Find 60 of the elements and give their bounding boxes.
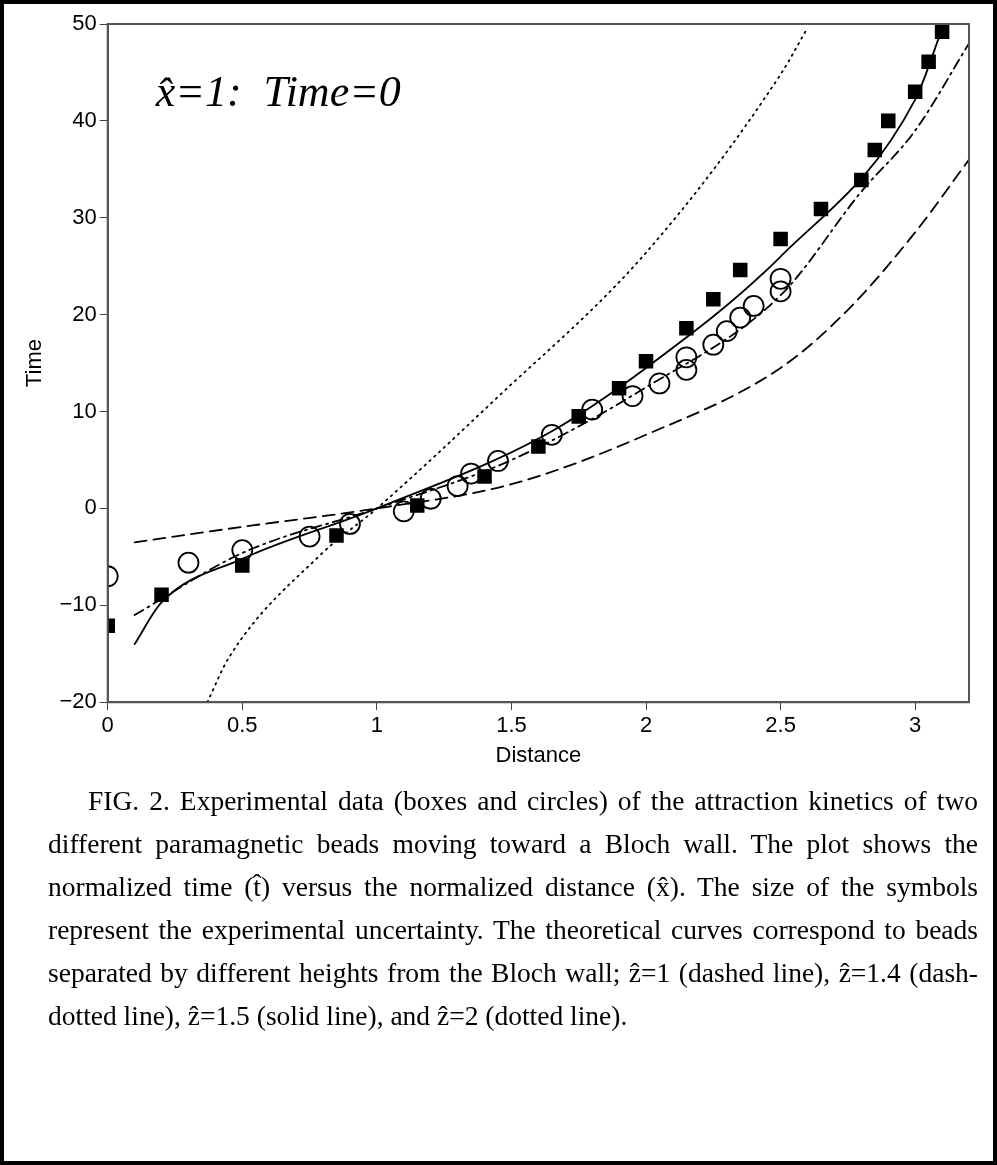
point [540,423,563,446]
point [715,320,738,343]
point [706,291,721,307]
point [675,358,698,381]
point [409,498,425,513]
point [867,142,883,158]
point [154,587,169,602]
x-tick-label: 1 [370,712,383,738]
x-tick-label: 0.5 [227,712,258,738]
point [177,551,200,574]
point [648,372,671,395]
y-tick-label: 40 [72,106,97,132]
point [339,513,361,535]
point [773,231,788,247]
y-tick-label: 20 [72,300,97,326]
point [581,398,604,421]
y-tick-label: 0 [84,494,97,520]
point [921,54,936,70]
point [231,539,254,561]
point [907,84,923,100]
point [477,469,492,484]
point [392,500,415,523]
y-axis-title: Time [21,339,47,388]
point [880,113,896,129]
point [460,462,482,485]
y-tick-label: 30 [72,203,97,229]
x-tick-label: 1.5 [496,712,527,738]
point [679,320,694,336]
y-tick-label: 50 [72,10,97,36]
caption: FIG. 2. Experimental data (boxes and circles) of the attraction kinetics of two different paramagnetic beads moving toward a Bloch wall. The plot shows the normalized time (t̂) versus the normalized distance (x̂). The size of the symbols represent the experimental uncertainty. The theoretical curves correspond to beads separated by different heights from the Bloch wall; ẑ=1 (dashed line), ẑ=1.4 (dash-dotted line), ẑ=1.5 (solid line), and ẑ=2 (dotted line). [48,784,978,1033]
point [742,295,765,317]
point [729,306,752,329]
y-tick-label: 10 [72,397,97,423]
annotation: x̂=1: Time=0 [154,67,401,116]
point [702,333,725,356]
point [446,475,469,498]
x-tick-label: 2.5 [765,712,796,738]
point [638,353,654,369]
point [531,439,546,454]
y-tick-label: −10 [59,591,97,617]
point [611,381,627,396]
point [571,409,586,424]
point [675,346,698,369]
point [934,24,950,40]
point [487,450,509,472]
point [298,525,321,548]
point [769,280,792,303]
point [235,558,250,573]
point [732,262,748,278]
point [419,487,442,510]
point [813,201,829,217]
x-tick-label: 2 [639,712,653,738]
point [621,385,644,407]
point [329,528,344,543]
x-tick-label: 3 [909,712,922,738]
x-axis-title: Distance [495,741,582,767]
x-tick-label: 0 [101,712,114,738]
point [854,172,869,188]
y-tick-label: −20 [59,688,97,714]
point [769,267,792,290]
